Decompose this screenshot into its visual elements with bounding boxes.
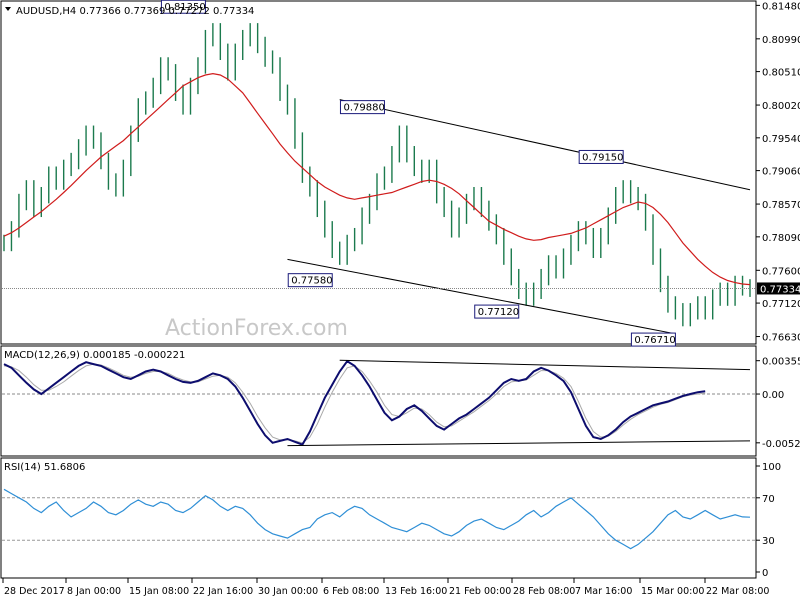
level-label-box [339,100,385,115]
rsi-line [3,488,751,550]
rsi-y-tick-label: 100 [762,462,781,473]
price-y-tick-label: 0.81480 [762,1,800,12]
x-tick-label: 21 Feb 00:00 [449,586,511,597]
level-label-text: 0.79150 [582,152,623,163]
macd-upper-trendline [339,359,751,371]
watermark: ActionForex.com [165,316,348,341]
x-tick-label: 13 Feb 16:00 [385,586,447,597]
x-tick-label: 15 Jan 08:00 [129,586,189,597]
level-label-text: 0.77120 [478,307,519,318]
x-tick-label: 22 Jan 16:00 [193,586,253,597]
rsi-label: RSI(14) 51.6806 [4,462,85,473]
moving-average-line [3,72,751,286]
macd-label: MACD(12,26,9) 0.000185 -0.000221 [4,350,185,361]
x-tick-label: 7 Mar 16:00 [575,586,632,597]
x-tick-label: 22 Mar 08:00 [706,586,769,597]
rsi-y-tick-label: 70 [762,494,775,505]
x-tick-label: 6 Feb 08:00 [323,586,379,597]
macd-y-tick-label: 0.00 [762,390,784,401]
price-y-tick-label: 0.77600 [762,266,800,277]
x-tick-label: 15 Mar 00:00 [641,586,704,597]
level-label-box [578,149,624,164]
price-y-tick-label: 0.79540 [762,134,800,145]
macd-lower-trendline [287,440,751,447]
dropdown-triangle-icon [5,7,11,11]
x-tick-label: 28 Dec 2017 [4,586,65,597]
price-title: AUDUSD,H4 0.77366 0.77369 0.77272 0.7733… [16,6,254,17]
x-tick-label: 8 Jan 00:00 [67,586,121,597]
rsi-pane-border [0,457,757,579]
level-label-text: 0.79880 [343,103,384,114]
level-label-text: 0.76710 [634,335,675,346]
current-price-tag-text: 0.77334 [760,284,800,295]
current-price-tag [757,282,800,295]
macd-line [3,359,706,446]
price-layer: 0.81350 0.79880 0.77580 0.77120 0.79150 0.767… [2,0,756,347]
level-label-text: 0.77580 [291,276,332,287]
price-y-tick-label: 0.76630 [762,333,800,344]
macd-layer [2,359,756,447]
macd-y-tick-label: -0.005207 [762,439,800,450]
level-label-box [474,304,520,319]
rsi-layer [2,488,756,550]
rsi-y-tick-label: 30 [762,536,775,547]
price-y-tick-label: 0.78090 [762,233,800,244]
price-y-tick-label: 0.77120 [762,299,800,310]
upper-channel-line [339,99,751,191]
price-y-tick-label: 0.79060 [762,167,800,178]
price-y-tick-label: 0.80990 [762,35,800,46]
price-pane-border [0,0,757,345]
price-y-tick-label: 0.80020 [762,101,800,112]
lower-channel-line [287,258,676,335]
macd-y-tick-label: 0.003559 [762,357,800,368]
rsi-y-tick-label: 0 [762,568,768,579]
level-label-box [287,273,333,288]
price-y-tick-label: 0.78570 [762,200,800,211]
level-label-box [630,332,676,347]
level-label-text: 0.81350 [164,2,205,13]
x-tick-label: 28 Feb 08:00 [513,586,575,597]
x-tick-label: 30 Jan 00:00 [258,586,318,597]
level-label-box [160,0,206,14]
macd-pane-border [0,345,757,457]
price-y-tick-label: 0.80510 [762,68,800,79]
